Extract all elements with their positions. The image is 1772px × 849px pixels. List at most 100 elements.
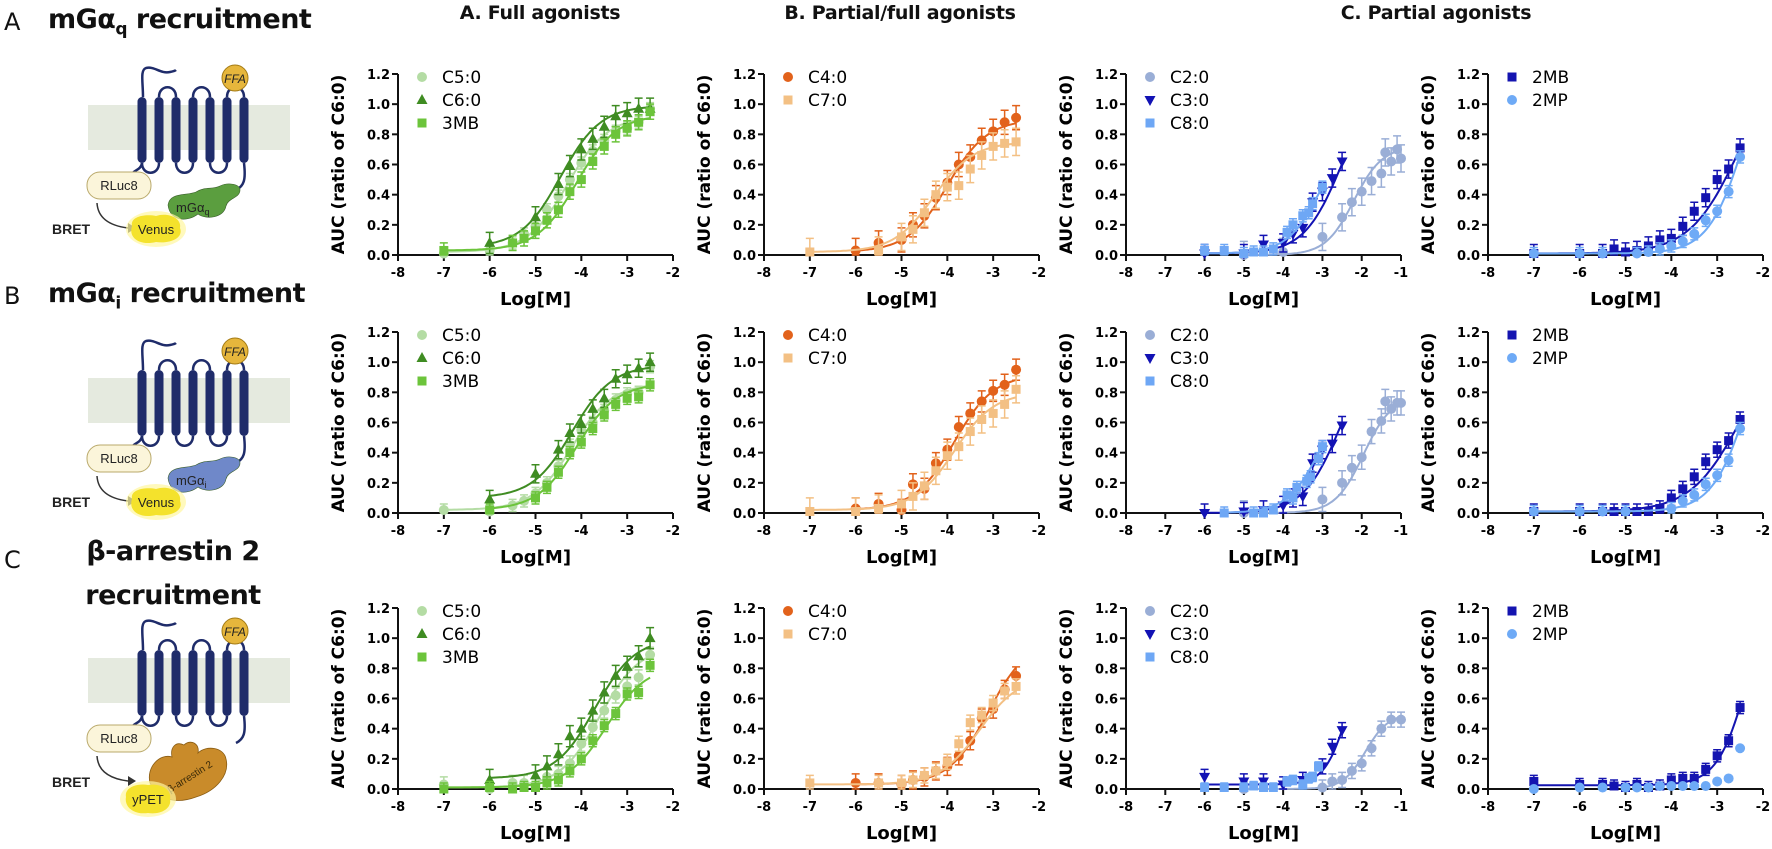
data-point (1386, 156, 1397, 167)
data-point (1000, 686, 1010, 696)
y-tick-label: 0.2 (1457, 477, 1480, 492)
legend-marker (1507, 353, 1517, 363)
data-point (1689, 228, 1700, 239)
y-tick-label: 1.2 (1095, 602, 1118, 617)
data-point (908, 224, 918, 234)
data-point (1700, 215, 1711, 226)
x-tick-label: -2 (666, 524, 680, 539)
x-tick-label: -8 (391, 524, 405, 539)
data-point (508, 238, 518, 248)
data-point (633, 362, 645, 373)
data-point (621, 368, 633, 379)
y-tick-label: 0.6 (367, 159, 390, 174)
x-axis-label: Log[M] (500, 547, 571, 568)
data-point (931, 466, 941, 476)
x-tick-label: -6 (1572, 524, 1586, 539)
data-point (1666, 503, 1677, 514)
data-point (508, 784, 518, 794)
x-tick-label: -5 (1618, 524, 1632, 539)
data-point (1200, 782, 1210, 792)
series-C2:0 (1238, 135, 1406, 260)
legend-label: 2MB (1532, 326, 1569, 346)
x-tick-label: -5 (1237, 800, 1251, 815)
x-tick-label: -6 (848, 524, 862, 539)
transmembrane-helix (205, 97, 215, 163)
y-axis-label: AUC (ratio of C6:0) (1419, 609, 1439, 789)
x-tick-label: -4 (940, 266, 954, 281)
data-point (622, 123, 632, 133)
data-point (977, 710, 987, 720)
legend-marker (417, 606, 427, 616)
series-2MB (1529, 138, 1745, 258)
y-tick-label: 0.0 (1095, 507, 1118, 522)
y-tick-label: 0.8 (367, 128, 390, 143)
data-point (965, 408, 976, 419)
x-axis-label: Log[M] (866, 823, 937, 844)
y-tick-label: 0.4 (733, 723, 756, 738)
data-point (530, 211, 541, 222)
y-tick-label: 0.6 (367, 693, 390, 708)
y-tick-label: 0.4 (1457, 189, 1480, 204)
y-axis-label: AUC (ratio of C6:0) (695, 333, 715, 513)
series-C8:0 (1219, 439, 1327, 518)
y-tick-label: 0.4 (1457, 447, 1480, 462)
data-point (622, 393, 632, 403)
transmembrane-helix (154, 97, 164, 163)
data-point (1326, 174, 1338, 185)
data-point (565, 187, 575, 197)
bret-arrow-icon (96, 755, 129, 782)
x-tick-label: -2 (666, 266, 680, 281)
legend-marker (416, 94, 428, 104)
data-point (1700, 780, 1711, 791)
y-tick-label: 1.2 (733, 602, 756, 617)
transmembrane-helix (205, 370, 215, 436)
fit-curve (1533, 154, 1742, 255)
y-tick-label: 0.8 (733, 128, 756, 143)
transmembrane-helix (222, 97, 232, 163)
rluc8-donor (86, 171, 152, 200)
y-tick-label: 0.6 (1095, 693, 1118, 708)
x-tick-label: -6 (482, 266, 496, 281)
g-protein-effector (167, 183, 241, 220)
data-point (908, 491, 918, 501)
x-tick-label: -3 (986, 800, 1000, 815)
data-point (621, 107, 633, 118)
y-tick-label: 0.0 (733, 249, 756, 264)
data-point (1666, 240, 1677, 251)
data-point (587, 402, 599, 413)
data-point (1356, 452, 1367, 463)
data-point (1735, 703, 1745, 713)
y-axis-label: AUC (ratio of C6:0) (1419, 333, 1439, 513)
transmembrane-helix (222, 650, 232, 716)
data-point (1288, 775, 1298, 785)
y-tick-label: 1.0 (367, 98, 390, 113)
x-tick-label: -6 (1197, 800, 1211, 815)
data-point (1259, 508, 1268, 518)
legend-label: C6:0 (442, 625, 481, 645)
x-tick-label: -4 (574, 524, 588, 539)
data-point (965, 164, 975, 174)
y-axis-label: AUC (ratio of C6:0) (329, 75, 349, 255)
legend-marker (416, 628, 428, 638)
y-tick-label: 0.4 (1457, 723, 1480, 738)
legend-marker (1145, 330, 1155, 340)
y-axis-label: AUC (ratio of C6:0) (1419, 75, 1439, 255)
dose-response-chart-i-partial-branched: -8 -7 -6 -5 -4 -3 -2 0.0 0.2 0.4 0.6 0.8 1.0 1.2 Log[M… (1419, 326, 1770, 568)
data-point (953, 422, 964, 433)
panel-letter-a: A (4, 8, 21, 36)
data-point (953, 159, 964, 170)
fit-curve (1204, 729, 1344, 786)
x-tick-label: -7 (1527, 524, 1541, 539)
legend-marker (417, 72, 427, 82)
y-tick-label: 0.8 (367, 662, 390, 677)
x-tick-label: -8 (391, 800, 405, 815)
data-point (633, 102, 645, 113)
x-tick-label: -4 (1664, 524, 1678, 539)
data-point (1011, 112, 1022, 123)
data-point (644, 356, 656, 367)
data-point (1219, 508, 1229, 518)
data-point (851, 506, 861, 516)
legend-label: C8:0 (1170, 372, 1209, 392)
transmembrane-helix (154, 370, 164, 436)
data-point (1678, 484, 1688, 494)
